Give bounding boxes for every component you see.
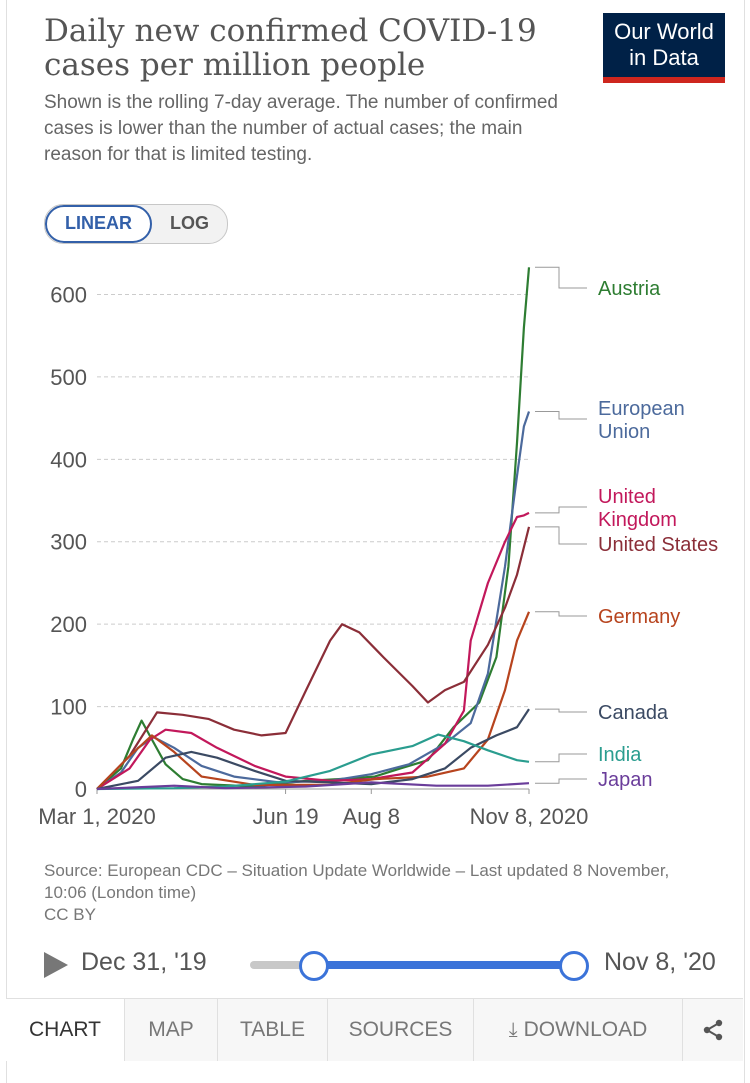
y-tick-label: 0 xyxy=(75,777,87,802)
series-label: European xyxy=(598,398,685,420)
tab-download-label: DOWNLOAD xyxy=(523,1018,648,1041)
tab-table-label: TABLE xyxy=(240,1018,305,1041)
grid-lines xyxy=(97,293,529,790)
linear-scale-button[interactable]: LINEAR xyxy=(45,205,152,243)
leader-line xyxy=(535,753,587,763)
timeline-start-handle[interactable] xyxy=(299,951,329,981)
chart-title: Daily new confirmed COVID-19 cases per m… xyxy=(44,13,537,83)
y-tick-label: 600 xyxy=(50,282,87,307)
y-axis-ticks: 0 100 200 300 400 500 600 xyxy=(50,282,87,802)
series-label: India xyxy=(598,744,642,766)
line-chart[interactable]: 0 100 200 300 400 500 600 Mar 1, 2020 Jun 19 Aug… xyxy=(7,258,743,848)
timeline-end-handle[interactable] xyxy=(559,951,589,981)
x-tick-label: Jun 19 xyxy=(253,804,319,829)
leader-line xyxy=(535,708,587,713)
logo-line-1: Our World xyxy=(614,19,714,44)
tab-share[interactable] xyxy=(683,999,743,1061)
source-note: Source: European CDC – Situation Update … xyxy=(44,860,684,926)
x-tick-label: Nov 8, 2020 xyxy=(470,804,589,829)
scale-toggle: LINEAR LOG xyxy=(44,204,228,244)
leader-line xyxy=(535,266,587,289)
y-tick-label: 500 xyxy=(50,365,87,390)
license-text[interactable]: CC BY xyxy=(44,905,96,924)
y-tick-label: 200 xyxy=(50,612,87,637)
leader-line xyxy=(535,778,587,784)
tab-chart[interactable]: CHART xyxy=(6,999,125,1061)
series-label: United xyxy=(598,486,656,508)
timeline: Dec 31, '19 Nov 8, '20 xyxy=(37,940,737,990)
timeline-start-label: Dec 31, '19 xyxy=(81,948,207,976)
leader-line xyxy=(535,411,587,420)
logo-line-2: in Data xyxy=(629,45,699,70)
tab-sources[interactable]: SOURCES xyxy=(328,999,474,1061)
x-tick-label: Aug 8 xyxy=(343,804,401,829)
share-icon xyxy=(703,1019,723,1041)
series-label: Canada xyxy=(598,702,669,724)
series-line-united-states xyxy=(96,526,531,790)
tab-chart-label: CHART xyxy=(29,1018,101,1041)
y-tick-label: 300 xyxy=(50,530,87,555)
series-label: Union xyxy=(598,421,650,443)
leader-line xyxy=(535,526,587,545)
timeline-track[interactable] xyxy=(250,951,589,981)
series-label: United States xyxy=(598,534,718,556)
series-label: Germany xyxy=(598,606,680,628)
play-icon[interactable] xyxy=(44,952,68,978)
series-label: Japan xyxy=(598,769,653,791)
owid-logo[interactable]: Our World in Data xyxy=(603,13,725,83)
timeline-end-label: Nov 8, '20 xyxy=(604,948,716,976)
series-line-germany xyxy=(96,611,531,790)
leader-line xyxy=(535,611,587,617)
series-line-canada xyxy=(96,708,530,791)
series-lines xyxy=(96,267,531,791)
download-icon: ⤓ xyxy=(508,1018,518,1041)
series-label: Kingdom xyxy=(598,509,677,531)
leader-line xyxy=(535,506,587,514)
tab-sources-label: SOURCES xyxy=(348,1018,453,1041)
chart-subtitle: Shown is the rolling 7-day average. The … xyxy=(44,92,558,165)
tab-download[interactable]: ⤓ DOWNLOAD xyxy=(474,999,683,1061)
tab-table[interactable]: TABLE xyxy=(218,999,328,1061)
tab-map-label: MAP xyxy=(148,1018,194,1041)
series-label: Austria xyxy=(598,278,661,300)
source-text: Source: European CDC – Situation Update … xyxy=(44,861,670,902)
tab-map[interactable]: MAP xyxy=(125,999,218,1061)
timeline-selected-range xyxy=(312,961,572,969)
y-tick-label: 400 xyxy=(50,447,87,472)
x-tick-label: Mar 1, 2020 xyxy=(38,804,155,829)
chart-card: Daily new confirmed COVID-19 cases per m… xyxy=(6,0,745,1083)
series-line-united-kingdom xyxy=(96,511,530,790)
log-scale-button[interactable]: LOG xyxy=(170,213,209,233)
y-tick-label: 100 xyxy=(50,695,87,720)
x-axis-ticks: Mar 1, 2020 Jun 19 Aug 8 Nov 8, 2020 xyxy=(38,789,588,829)
series-line-japan xyxy=(96,781,530,791)
chart-tab-bar: CHART MAP TABLE SOURCES ⤓ DOWNLOAD xyxy=(6,998,743,1061)
